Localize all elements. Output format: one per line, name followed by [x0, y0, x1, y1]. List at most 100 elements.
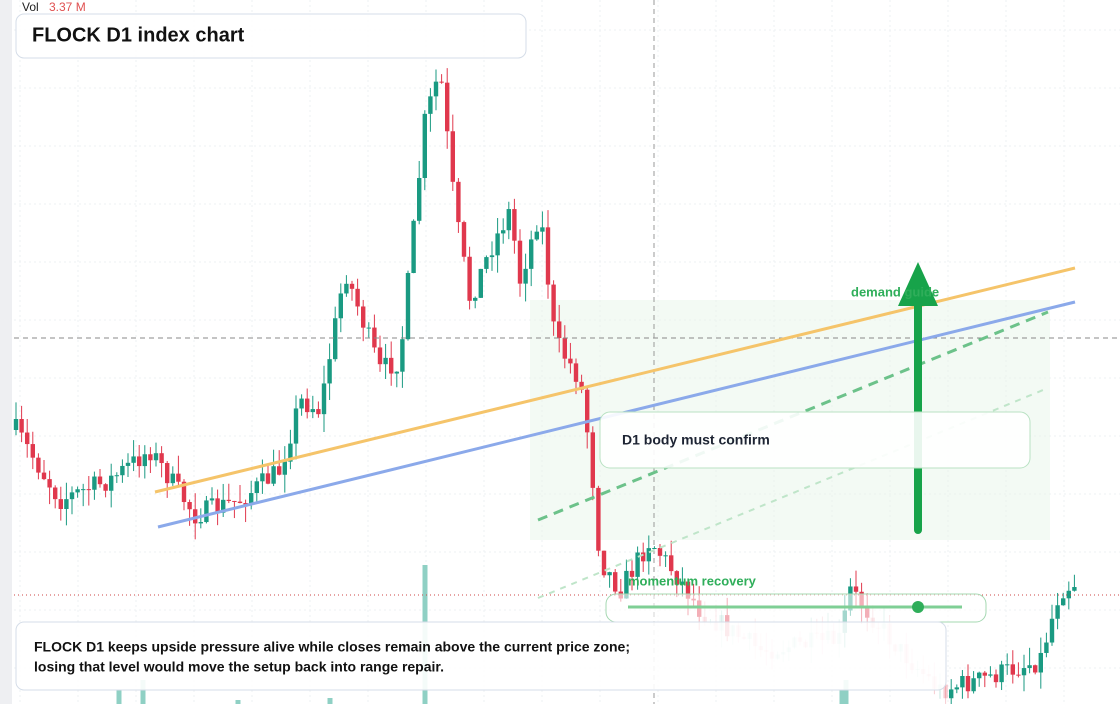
candle-body	[1033, 665, 1038, 673]
candle-body	[954, 687, 959, 690]
candle-body	[165, 463, 170, 484]
candle-body	[137, 456, 142, 467]
recovery-dot	[912, 601, 924, 613]
candle-body	[965, 676, 971, 692]
candle-body	[120, 465, 125, 476]
candle-body	[58, 499, 63, 509]
candle-body	[988, 674, 993, 676]
candle-body	[445, 82, 450, 132]
candle-body	[506, 209, 511, 231]
candle-body	[562, 338, 567, 359]
candle-body	[232, 500, 237, 502]
candle-body	[551, 284, 556, 322]
candle-body	[36, 457, 41, 473]
arrow-head	[898, 262, 938, 306]
volume-bar	[843, 680, 849, 704]
candle-body	[635, 552, 640, 577]
candle-body	[64, 499, 69, 509]
candle-body	[495, 233, 500, 256]
title: FLOCK D1 index chart	[32, 24, 245, 46]
candle-body	[176, 473, 181, 482]
candle-body	[473, 297, 478, 301]
note-box	[15, 621, 947, 691]
candle-body	[607, 572, 612, 576]
volume-bar	[327, 698, 333, 704]
candle-body	[478, 268, 483, 298]
candle-body	[299, 398, 304, 409]
candle-body	[355, 288, 360, 307]
candle-body	[534, 231, 539, 240]
candle-body	[159, 453, 164, 464]
candle-body	[1055, 605, 1060, 619]
candle-body	[579, 381, 584, 390]
candle-body	[142, 454, 147, 467]
candle-body	[585, 389, 590, 433]
guide-label: demand guide	[851, 284, 939, 299]
candle-body	[181, 481, 187, 503]
candle-body	[501, 230, 506, 234]
candle-body	[1016, 674, 1021, 676]
candle-body	[573, 363, 579, 382]
candle-body	[198, 522, 203, 524]
candle-body	[624, 570, 629, 599]
candle-body	[243, 503, 248, 505]
candle-body	[237, 501, 243, 504]
candle-body	[282, 461, 287, 475]
vol-value: 3.37 M	[49, 0, 86, 14]
candle-body	[557, 321, 562, 339]
candle-body	[41, 472, 47, 480]
candle-body	[405, 273, 411, 340]
candle-body	[13, 419, 19, 430]
candle-body	[389, 357, 394, 374]
candle-body	[366, 327, 371, 329]
candle-body	[254, 481, 259, 494]
candle-body	[1027, 665, 1032, 669]
candle-body	[669, 555, 674, 572]
candle-body	[377, 347, 383, 365]
volume-bar	[839, 690, 845, 704]
candle-body	[226, 499, 231, 501]
candle-body	[338, 293, 343, 319]
candle-body	[271, 466, 276, 484]
candle-body	[596, 487, 601, 551]
recovery-label: momentum recovery	[628, 573, 757, 588]
candle-body	[361, 306, 366, 328]
candle-body	[383, 357, 388, 365]
candle-body	[19, 419, 24, 433]
candle-body	[344, 283, 349, 294]
volume-bar	[116, 690, 122, 704]
confirm-label: D1 body must confirm	[622, 432, 770, 448]
candle-body	[86, 489, 91, 491]
candle-body	[545, 227, 551, 285]
candle-body	[590, 432, 595, 488]
candle-body	[411, 220, 416, 274]
candle-body	[685, 581, 691, 599]
candle-body	[1005, 664, 1010, 666]
candle-body	[394, 371, 399, 374]
candle-body	[75, 489, 80, 493]
candle-body	[333, 318, 338, 360]
title-box	[15, 13, 527, 59]
candle-body	[971, 678, 976, 692]
volume-bar	[235, 700, 241, 704]
candle-body	[69, 492, 75, 500]
candle-body	[221, 499, 226, 513]
candle-body	[215, 498, 220, 513]
candle-body	[646, 548, 651, 562]
candle-body	[204, 500, 209, 523]
candle-body	[209, 498, 215, 501]
candle-body	[523, 268, 528, 284]
candle-body	[109, 475, 114, 491]
candle-body	[641, 552, 646, 562]
candle-body	[170, 473, 175, 484]
candle-body	[512, 209, 517, 241]
vol-label: Vol	[22, 0, 39, 14]
candle-body	[187, 502, 192, 510]
candle-body	[540, 227, 545, 232]
candle-body	[193, 509, 198, 524]
confirm-box	[599, 411, 1031, 469]
candle-body	[103, 484, 108, 491]
candle-body	[1072, 587, 1077, 591]
candle-body	[422, 113, 427, 178]
